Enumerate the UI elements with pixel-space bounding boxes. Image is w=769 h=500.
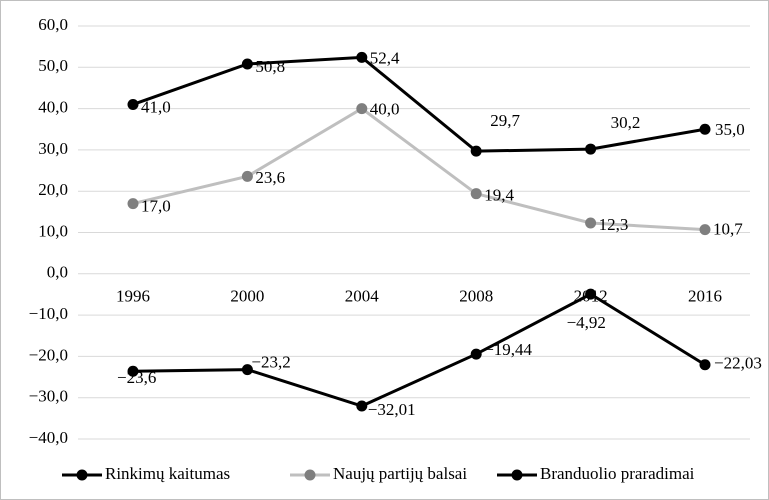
y-tick-label: 30,0 — [38, 139, 68, 158]
data-point — [356, 103, 368, 115]
data-label: 35,0 — [715, 120, 745, 139]
data-label: 10,7 — [713, 220, 743, 239]
data-label: 19,4 — [484, 186, 514, 205]
legend-label: Naujų partijų balsai — [333, 464, 467, 483]
data-point — [356, 51, 368, 63]
data-point — [585, 217, 597, 229]
data-label: 50,8 — [255, 57, 285, 76]
data-label: −22,03 — [714, 354, 762, 373]
data-point — [127, 365, 139, 377]
legend-marker — [511, 469, 523, 481]
data-point — [585, 143, 597, 155]
legend-marker — [304, 469, 316, 481]
x-tick-label: 1996 — [116, 287, 150, 306]
legend-label: Branduolio praradimai — [540, 464, 695, 483]
data-label: 23,6 — [255, 168, 285, 187]
data-label: −23,2 — [251, 353, 290, 372]
legend-marker — [76, 469, 88, 481]
data-point — [470, 348, 482, 360]
data-label: −23,6 — [117, 368, 156, 387]
y-tick-label: −20,0 — [29, 345, 68, 364]
y-tick-label: 0,0 — [47, 263, 68, 282]
data-point — [356, 400, 368, 412]
data-point — [470, 188, 482, 200]
y-tick-label: 50,0 — [38, 56, 68, 75]
y-tick-label: −10,0 — [29, 304, 68, 323]
y-tick-label: −30,0 — [29, 387, 68, 406]
y-tick-label: 60,0 — [38, 15, 68, 34]
x-tick-label: 2000 — [230, 287, 264, 306]
data-label: 17,0 — [141, 196, 171, 215]
series-line — [132, 55, 706, 153]
y-tick-label: −40,0 — [29, 428, 68, 447]
data-point — [699, 123, 711, 135]
series-line — [132, 292, 706, 408]
data-point — [699, 224, 711, 236]
data-label: −4,92 — [567, 313, 606, 332]
x-tick-label: 2016 — [688, 287, 722, 306]
x-tick-label: 2004 — [345, 287, 380, 306]
data-point — [241, 170, 253, 182]
data-label: 12,3 — [599, 215, 629, 234]
data-label: 40,0 — [370, 100, 400, 119]
data-label: −19,44 — [484, 340, 532, 359]
data-point — [127, 198, 139, 210]
x-tick-label: 2008 — [459, 287, 493, 306]
data-label: 41,0 — [141, 97, 171, 116]
data-label: 29,7 — [490, 111, 520, 130]
y-tick-label: 10,0 — [38, 221, 68, 240]
data-point — [127, 98, 139, 110]
data-point — [585, 288, 597, 300]
data-point — [241, 58, 253, 70]
series-line — [132, 106, 706, 232]
data-label: 30,2 — [611, 113, 641, 132]
data-label: −32,01 — [368, 400, 416, 419]
legend-label: Rinkimų kaitumas — [105, 464, 230, 483]
y-tick-label: 40,0 — [38, 98, 68, 117]
data-point — [699, 359, 711, 371]
data-label: 52,4 — [370, 48, 400, 67]
data-point — [241, 364, 253, 376]
y-tick-label: 20,0 — [38, 180, 68, 199]
data-point — [470, 145, 482, 157]
